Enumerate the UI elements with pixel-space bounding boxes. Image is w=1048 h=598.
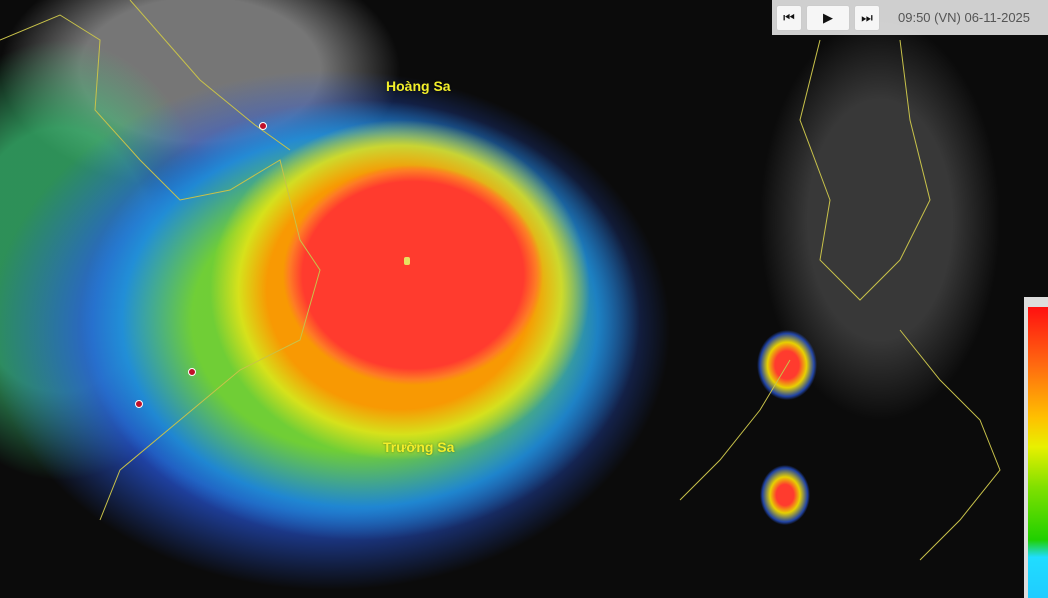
city-marker[interactable] bbox=[188, 368, 196, 376]
city-marker[interactable] bbox=[135, 400, 143, 408]
label-hoang-sa: Hoàng Sa bbox=[386, 78, 451, 94]
label-truong-sa: Trường Sa bbox=[383, 439, 455, 455]
timestamp: 09:50 (VN) 06-11-2025 bbox=[898, 10, 1031, 25]
storm-eye bbox=[404, 257, 410, 265]
color-scale-legend bbox=[1024, 297, 1048, 598]
prev-frame-button[interactable]: ⏮ bbox=[776, 4, 802, 31]
skip-forward-icon: ⏭ bbox=[861, 9, 873, 25]
play-icon: ▶ bbox=[823, 9, 833, 25]
play-button[interactable]: ▶ bbox=[806, 4, 850, 31]
color-scale-gradient bbox=[1028, 307, 1048, 598]
playback-toolbar: ⏮ ▶ ⏭ 09:50 (VN) 06-11-2025 bbox=[772, 0, 1048, 35]
skip-back-icon: ⏮ bbox=[783, 9, 795, 25]
city-marker[interactable] bbox=[259, 122, 267, 130]
next-frame-button[interactable]: ⏭ bbox=[854, 4, 880, 31]
